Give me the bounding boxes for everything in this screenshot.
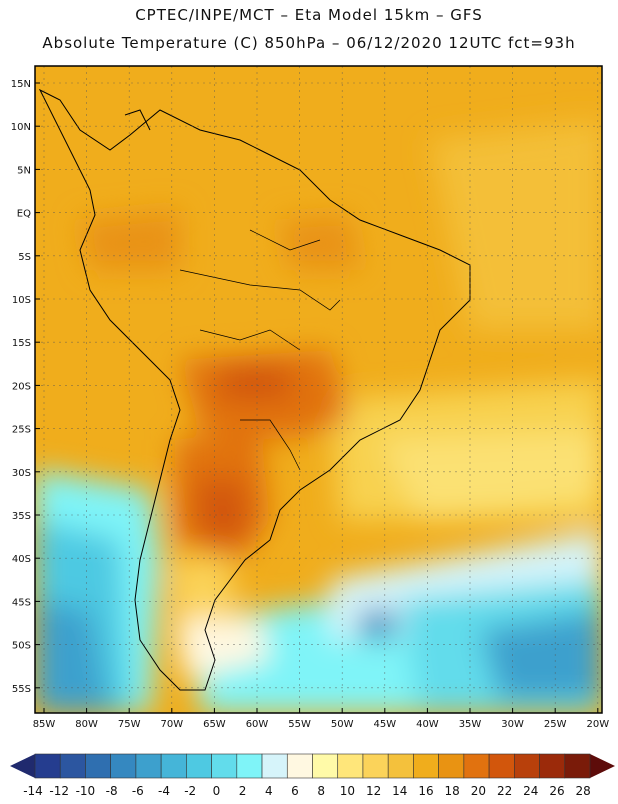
lat-label: 35S xyxy=(12,511,31,522)
colorbar-label: 10 xyxy=(340,784,355,798)
graticule xyxy=(35,66,602,713)
colorbar-label: -10 xyxy=(76,784,96,798)
lon-label: 20W xyxy=(586,719,609,730)
colorbar-swatch xyxy=(85,753,111,779)
colorbar-swatch xyxy=(438,753,465,779)
lon-label: 30W xyxy=(501,719,524,730)
colorbar-swatch xyxy=(186,753,212,779)
colorbar-label: 16 xyxy=(418,784,433,798)
lat-label: 50S xyxy=(12,641,31,652)
colorbar-swatch xyxy=(135,753,162,779)
lat-label: 5N xyxy=(17,165,31,176)
lon-label: 80W xyxy=(75,719,98,730)
colorbar-swatch xyxy=(387,753,414,779)
colorbar-label: 12 xyxy=(366,784,381,798)
colorbar-label: 28 xyxy=(576,784,591,798)
colorbar-label: 0 xyxy=(213,784,221,798)
colorbar-swatch xyxy=(261,753,288,779)
lat-label: 20S xyxy=(12,381,31,392)
lat-label: 40S xyxy=(12,554,31,565)
lat-label: 45S xyxy=(12,597,31,608)
colorbar-swatch xyxy=(236,753,263,779)
lat-label: 30S xyxy=(12,468,31,479)
colorbar-label: 18 xyxy=(445,784,460,798)
colorbar-swatch xyxy=(337,753,364,779)
colorbar-label: 2 xyxy=(239,784,247,798)
colorbar-swatch xyxy=(488,753,515,779)
lon-label: 75W xyxy=(118,719,141,730)
colorbar-swatch xyxy=(211,753,238,779)
colorbar-swatch xyxy=(110,753,137,779)
map-frame xyxy=(34,65,603,714)
lon-label: 55W xyxy=(288,719,311,730)
colorbar-swatch xyxy=(413,753,439,779)
colorbar-min-arrow xyxy=(10,754,35,778)
colorbar-label: 14 xyxy=(392,784,407,798)
lat-label: 55S xyxy=(12,684,31,695)
lon-label: 50W xyxy=(331,719,354,730)
colorbar-swatch xyxy=(34,753,61,779)
temperature-field xyxy=(35,66,602,713)
lon-label: 60W xyxy=(246,719,269,730)
colorbar-label: -6 xyxy=(132,784,144,798)
colorbar-swatch xyxy=(539,753,566,779)
colorbar-swatch xyxy=(312,753,339,779)
lon-label: 70W xyxy=(160,719,183,730)
lat-label: 15N xyxy=(11,79,31,90)
lat-label: 10S xyxy=(12,295,31,306)
colorbar-max-arrow xyxy=(590,754,615,778)
colorbar-swatch xyxy=(514,753,540,779)
colorbar-swatch xyxy=(59,753,86,779)
lon-label: 25W xyxy=(544,719,567,730)
colorbar-label: 24 xyxy=(523,784,538,798)
lon-label: 40W xyxy=(416,719,439,730)
lon-label: 65W xyxy=(203,719,226,730)
colorbar-label: 22 xyxy=(497,784,512,798)
colorbar-label: 6 xyxy=(291,784,299,798)
map-title: CPTEC/INPE/MCT – Eta Model 15km – GFS xyxy=(135,6,483,24)
colorbar-swatch xyxy=(362,753,389,779)
lon-label: 35W xyxy=(459,719,482,730)
colorbar-label: 8 xyxy=(317,784,325,798)
colorbar-label: -12 xyxy=(49,784,69,798)
colorbar-label: -4 xyxy=(158,784,170,798)
colorbar-swatch xyxy=(286,753,313,779)
colorbar-label: -14 xyxy=(23,784,43,798)
colorbar: -14 -12 -10 -8 -6 -4 -2 0 2 4 6 8 10 12 14 16 18 20 22 24 26… xyxy=(10,753,615,798)
colorbar-label: -2 xyxy=(184,784,196,798)
map-subtitle: Absolute Temperature (C) 850hPa – 06/12/… xyxy=(42,34,576,52)
colorbar-label: -8 xyxy=(106,784,118,798)
coastline xyxy=(38,88,471,691)
colorbar-label: 4 xyxy=(265,784,273,798)
colorbar-swatch xyxy=(463,753,490,779)
colorbar-swatch xyxy=(564,753,591,779)
lat-label: 25S xyxy=(12,425,31,436)
lat-label: 15S xyxy=(12,338,31,349)
lat-label: 5S xyxy=(18,252,31,263)
lon-label: 45W xyxy=(373,719,396,730)
colorbar-label: 20 xyxy=(471,784,486,798)
colorbar-swatch xyxy=(160,753,187,779)
lat-label: 10N xyxy=(11,122,31,133)
axis-ticks: 15N 10N 5N EQ 5S 10S 15S 20S 25S 30S 35S 40S 45S 50S 5… xyxy=(11,79,609,730)
colorbar-label: 26 xyxy=(549,784,564,798)
lat-label: EQ xyxy=(17,209,31,220)
lon-label: 85W xyxy=(33,719,56,730)
